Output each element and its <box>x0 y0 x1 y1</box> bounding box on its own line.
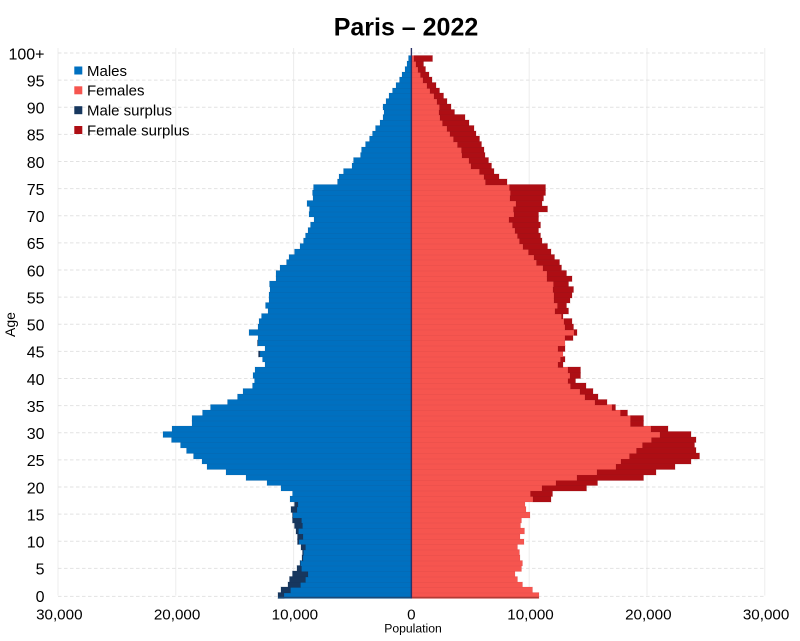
svg-text:Females: Females <box>87 83 145 100</box>
svg-text:55: 55 <box>27 290 45 307</box>
svg-text:20,000: 20,000 <box>154 607 200 624</box>
svg-text:10,000: 10,000 <box>272 607 318 624</box>
svg-text:80: 80 <box>27 155 45 172</box>
svg-text:65: 65 <box>27 236 45 253</box>
svg-text:45: 45 <box>27 345 45 362</box>
svg-text:30: 30 <box>27 426 45 443</box>
svg-text:95: 95 <box>27 73 45 90</box>
svg-text:Age: Age <box>2 312 18 337</box>
svg-text:35: 35 <box>27 399 45 416</box>
svg-text:90: 90 <box>27 101 45 118</box>
svg-text:Population: Population <box>384 622 442 636</box>
svg-text:30,000: 30,000 <box>36 607 82 624</box>
svg-text:20: 20 <box>27 480 45 497</box>
svg-text:10: 10 <box>27 535 45 552</box>
svg-text:15: 15 <box>27 507 45 524</box>
svg-text:40: 40 <box>27 372 45 389</box>
svg-text:0: 0 <box>36 589 45 606</box>
svg-text:Males: Males <box>87 63 127 80</box>
svg-text:Male surplus: Male surplus <box>87 103 172 120</box>
svg-text:75: 75 <box>27 182 45 199</box>
svg-text:5: 5 <box>36 562 45 579</box>
svg-text:0: 0 <box>407 607 415 624</box>
svg-text:60: 60 <box>27 263 45 280</box>
svg-text:50: 50 <box>27 318 45 335</box>
svg-text:Female surplus: Female surplus <box>87 122 190 139</box>
svg-text:25: 25 <box>27 453 45 470</box>
svg-text:10,000: 10,000 <box>507 607 553 624</box>
svg-text:70: 70 <box>27 209 45 226</box>
svg-text:Paris – 2022: Paris – 2022 <box>334 14 479 42</box>
svg-text:100+: 100+ <box>8 46 44 63</box>
svg-text:20,000: 20,000 <box>625 607 671 624</box>
svg-text:85: 85 <box>27 128 45 145</box>
svg-text:30,000: 30,000 <box>743 607 789 624</box>
